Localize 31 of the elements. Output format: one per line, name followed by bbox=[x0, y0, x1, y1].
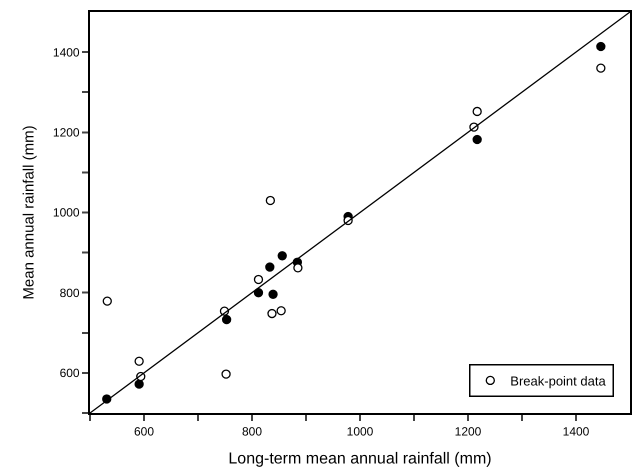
point bbox=[293, 263, 303, 272]
point bbox=[596, 42, 606, 52]
x-tick-label: 1200 bbox=[454, 424, 482, 438]
x-tick-label: 1400 bbox=[562, 424, 590, 438]
y-tick-label: 600 bbox=[60, 366, 80, 380]
point bbox=[268, 290, 278, 299]
point bbox=[472, 106, 482, 116]
point bbox=[134, 379, 144, 389]
point bbox=[266, 196, 276, 206]
point bbox=[254, 288, 264, 298]
point bbox=[222, 314, 232, 324]
point bbox=[472, 134, 482, 144]
point bbox=[267, 308, 277, 318]
point bbox=[596, 63, 606, 73]
point bbox=[134, 356, 144, 366]
legend-label: Break-point data bbox=[510, 373, 606, 388]
point bbox=[221, 369, 231, 379]
y-tick-label: 1000 bbox=[52, 206, 80, 220]
point bbox=[265, 262, 274, 272]
y-tick-label: 1200 bbox=[52, 126, 80, 140]
point bbox=[102, 296, 112, 306]
point bbox=[278, 251, 287, 260]
y-axis-title: Mean annual rainfall (mm) bbox=[20, 125, 38, 300]
x-tick-label: 600 bbox=[134, 424, 154, 438]
x-axis-title: Long-term mean annual rainfall (mm) bbox=[228, 450, 492, 468]
x-tick-label: 800 bbox=[242, 424, 262, 438]
point bbox=[276, 306, 286, 316]
point bbox=[254, 274, 264, 284]
x-tick-label: 1000 bbox=[346, 424, 374, 438]
y-tick-label: 1400 bbox=[52, 45, 80, 60]
y-tick-label: 800 bbox=[60, 286, 80, 300]
